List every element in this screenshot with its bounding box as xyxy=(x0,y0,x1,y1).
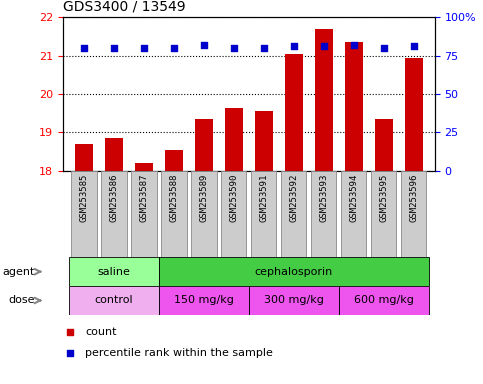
Bar xyxy=(191,171,216,257)
Bar xyxy=(195,119,213,171)
Text: cephalosporin: cephalosporin xyxy=(255,266,333,277)
Bar xyxy=(345,42,363,171)
Point xyxy=(66,350,74,356)
Bar xyxy=(69,286,159,315)
Bar xyxy=(315,29,333,171)
Bar xyxy=(105,138,123,171)
Point xyxy=(140,45,148,51)
Text: GSM253593: GSM253593 xyxy=(319,174,328,222)
Bar xyxy=(255,111,273,171)
Text: control: control xyxy=(95,295,133,306)
Text: GSM253596: GSM253596 xyxy=(409,174,418,222)
Bar xyxy=(131,171,156,257)
Bar xyxy=(135,163,153,171)
Bar xyxy=(75,144,93,171)
Bar xyxy=(159,286,249,315)
Text: count: count xyxy=(85,327,116,337)
Text: 300 mg/kg: 300 mg/kg xyxy=(264,295,324,306)
Bar xyxy=(285,54,303,171)
Bar xyxy=(401,171,426,257)
Point xyxy=(290,43,298,50)
Bar xyxy=(101,171,127,257)
Bar xyxy=(311,171,337,257)
Text: 600 mg/kg: 600 mg/kg xyxy=(354,295,413,306)
Text: GSM253588: GSM253588 xyxy=(169,174,178,222)
Text: GSM253590: GSM253590 xyxy=(229,174,238,222)
Point xyxy=(170,45,178,51)
Point xyxy=(320,43,327,50)
Text: saline: saline xyxy=(98,266,130,277)
Bar xyxy=(249,286,339,315)
Text: GSM253589: GSM253589 xyxy=(199,174,208,222)
Bar xyxy=(225,108,243,171)
Point xyxy=(350,42,357,48)
Bar xyxy=(221,171,246,257)
Point xyxy=(260,45,268,51)
Bar xyxy=(281,171,307,257)
Bar xyxy=(69,257,159,286)
Bar xyxy=(165,150,183,171)
Point xyxy=(200,42,208,48)
Point xyxy=(66,329,74,335)
Bar xyxy=(251,171,276,257)
Text: agent: agent xyxy=(2,266,35,277)
Text: GSM253587: GSM253587 xyxy=(139,174,148,222)
Text: 150 mg/kg: 150 mg/kg xyxy=(174,295,234,306)
Text: GSM253592: GSM253592 xyxy=(289,174,298,222)
Point xyxy=(410,43,418,50)
Bar xyxy=(71,171,97,257)
Bar xyxy=(375,119,393,171)
Bar xyxy=(159,257,429,286)
Text: GSM253586: GSM253586 xyxy=(109,174,118,222)
Bar xyxy=(405,58,423,171)
Text: GSM253585: GSM253585 xyxy=(79,174,88,222)
Point xyxy=(380,45,387,51)
Text: GSM253594: GSM253594 xyxy=(349,174,358,222)
Bar xyxy=(371,171,397,257)
Point xyxy=(230,45,238,51)
Point xyxy=(110,45,118,51)
Text: GSM253591: GSM253591 xyxy=(259,174,268,222)
Text: dose: dose xyxy=(8,295,35,306)
Text: GSM253595: GSM253595 xyxy=(379,174,388,222)
Bar xyxy=(341,171,367,257)
Bar xyxy=(339,286,429,315)
Bar xyxy=(161,171,186,257)
Text: GDS3400 / 13549: GDS3400 / 13549 xyxy=(63,0,185,13)
Point xyxy=(80,45,87,51)
Text: percentile rank within the sample: percentile rank within the sample xyxy=(85,348,273,358)
